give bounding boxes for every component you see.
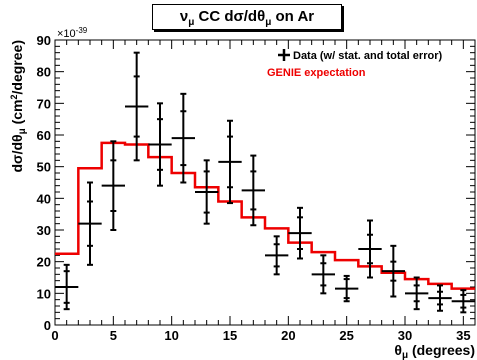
data-point	[358, 219, 382, 279]
y-tick-label: 10	[37, 286, 51, 301]
y-tick-label: 40	[37, 191, 51, 206]
y-tick-label: 0	[44, 318, 51, 333]
y-tick-label: 50	[37, 160, 51, 175]
x-tick-label: 0	[51, 328, 58, 343]
x-tick-label: 35	[456, 328, 470, 343]
x-tick-label: 20	[281, 328, 295, 343]
x-tick-label: 5	[110, 328, 117, 343]
y-axis-title: dσ/dθμ (cm2/degree)	[9, 40, 28, 173]
y-axis: 0 10 20 30 40 50 60 70 80 90	[37, 33, 475, 333]
data-point	[405, 276, 429, 311]
x-axis-title: θμ (degrees)	[394, 342, 475, 360]
y-tick-label: 60	[37, 128, 51, 143]
x-tick-label: 25	[339, 328, 353, 343]
legend-data-marker	[278, 49, 290, 61]
data-point	[148, 102, 172, 187]
x-tick-label: 10	[164, 328, 178, 343]
data-point	[125, 51, 149, 162]
data-point	[55, 263, 79, 311]
genie-expectation-series	[55, 141, 475, 290]
x-tick-label: 15	[223, 328, 237, 343]
data-point	[288, 206, 312, 260]
genie-step-line	[55, 141, 475, 290]
data-point	[335, 274, 359, 303]
data-point	[171, 92, 195, 184]
legend-genie-label: GENIE expectation	[267, 67, 366, 79]
data-point	[101, 140, 125, 231]
data-point	[218, 119, 242, 205]
data-point	[311, 254, 335, 295]
data-point	[265, 235, 289, 276]
data-point	[428, 284, 452, 312]
y-tick-label: 90	[37, 33, 51, 48]
data-point	[241, 154, 265, 227]
x-tick-label: 30	[398, 328, 412, 343]
chart-title: νμ CC dσ/dθμ on Ar	[152, 4, 342, 30]
y-tick-label: 80	[37, 65, 51, 80]
y-tick-label: 20	[37, 255, 51, 270]
data-point	[451, 289, 475, 314]
plot-frame	[54, 39, 476, 326]
data-series	[55, 51, 475, 314]
y-tick-label: 70	[37, 96, 51, 111]
x-axis: 0 5 10 15 20 25 30 35	[51, 40, 476, 343]
legend: Data (w/ stat. and total error) GENIE ex…	[267, 49, 442, 79]
y-exponent-label: ×10-39	[57, 26, 88, 40]
y-tick-label: 30	[37, 223, 51, 238]
data-point	[195, 159, 219, 225]
data-point	[78, 181, 102, 266]
legend-data-label: Data (w/ stat. and total error)	[293, 50, 442, 62]
data-point	[381, 244, 405, 298]
